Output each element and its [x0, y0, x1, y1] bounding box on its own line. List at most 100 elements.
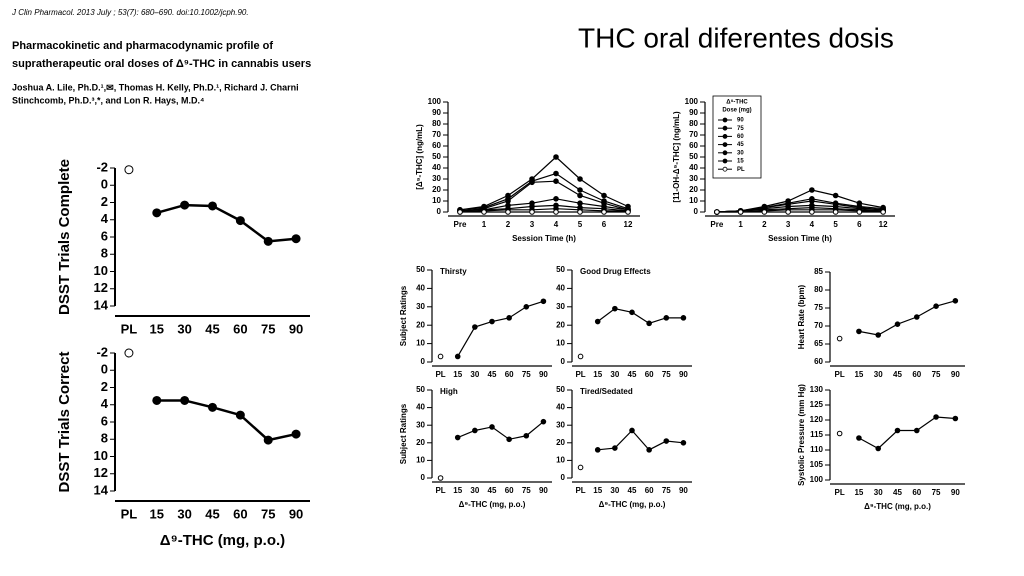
data-point [612, 445, 618, 451]
legend-label: 30 [737, 150, 744, 156]
data-line [858, 416, 956, 450]
y-tick-label: 60 [689, 141, 698, 150]
legend-box [712, 95, 762, 179]
legend-marker [722, 133, 728, 139]
panel-title: High [440, 387, 458, 396]
data-point [180, 200, 190, 210]
data-point [809, 209, 815, 215]
x-tick-label: 30 [610, 370, 619, 379]
data-point [208, 201, 217, 211]
data-point [737, 209, 744, 215]
y-tick-label: 40 [556, 284, 565, 293]
x-tick-label: 3 [530, 220, 535, 229]
data-point [933, 303, 939, 310]
data-line [156, 203, 297, 243]
data-line [459, 180, 629, 212]
y-tick-label: 0 [421, 473, 426, 482]
legend-label: 60 [737, 134, 744, 140]
x-axis-label: Δ⁹-THC (mg, p.o.) [459, 500, 526, 509]
y-axis-label: Subject Ratings [399, 285, 408, 346]
y-tick-label: 10 [556, 456, 565, 465]
y-tick-label: 50 [689, 152, 698, 161]
data-point [481, 209, 487, 215]
x-tick-label: 30 [470, 486, 479, 495]
data-point [124, 348, 134, 358]
x-tick-label: 30 [874, 370, 883, 379]
data-point [472, 324, 478, 330]
x-tick-label: 60 [645, 486, 654, 495]
y-tick-label: 50 [556, 385, 565, 394]
x-tick-label: 5 [578, 220, 583, 229]
x-tick-label: 30 [874, 488, 883, 497]
y-tick-label: 4 [101, 211, 109, 226]
data-point [836, 335, 843, 342]
data-point [809, 187, 815, 193]
x-tick-label: 90 [289, 506, 303, 521]
data-point [577, 176, 583, 182]
y-tick-label: 10 [556, 339, 565, 348]
y-tick-label: 75 [814, 303, 823, 312]
x-tick-label: 75 [932, 488, 941, 497]
data-point [875, 445, 882, 452]
legend-title: Dose (mg) [722, 108, 751, 114]
y-tick-label: 40 [416, 284, 425, 293]
y-tick-label: 60 [814, 357, 823, 366]
legend-label: 90 [737, 118, 744, 124]
y-axis-label: Systolic Pressure (mm Hg) [797, 384, 806, 486]
data-point [577, 192, 583, 199]
y-tick-label: 30 [556, 420, 565, 429]
y-tick-label: 80 [814, 285, 823, 294]
data-line [716, 206, 884, 213]
data-point [894, 321, 901, 328]
y-tick-label: 110 [810, 445, 823, 454]
y-tick-label: 120 [810, 415, 824, 424]
data-point [646, 320, 652, 327]
y-tick-label: 70 [432, 130, 441, 139]
y-axis-label: DSST Trials Complete [56, 159, 73, 315]
data-point [577, 187, 583, 193]
data-point [457, 209, 463, 215]
y-tick-label: 130 [810, 385, 824, 394]
x-tick-label: 2 [762, 220, 767, 229]
y-tick-label: 80 [432, 119, 441, 128]
data-point [437, 475, 444, 481]
data-point [506, 315, 512, 321]
y-tick-label: 85 [814, 267, 823, 276]
data-line [156, 399, 297, 442]
y-tick-label: 10 [94, 263, 108, 278]
data-point [612, 305, 618, 312]
x-tick-label: 90 [951, 370, 960, 379]
data-point [489, 318, 495, 325]
data-point [489, 424, 495, 430]
x-tick-label: 45 [628, 370, 637, 379]
legend-marker [722, 150, 728, 156]
y-tick-label: 40 [432, 163, 441, 172]
x-tick-label: 15 [854, 488, 863, 497]
x-tick-label: 15 [453, 370, 462, 379]
x-tick-label: 1 [482, 220, 487, 229]
x-tick-label: 3 [786, 220, 791, 229]
legend-marker [722, 117, 728, 123]
data-point [894, 427, 901, 434]
x-tick-label: 45 [893, 370, 902, 379]
legend-title: Δ⁹-THC [726, 100, 748, 106]
legend-label: 75 [737, 126, 744, 132]
x-tick-label: 60 [645, 370, 654, 379]
y-tick-label: 100 [428, 97, 442, 106]
y-tick-label: 14 [94, 482, 109, 497]
data-line [597, 429, 684, 451]
x-tick-label: PL [835, 488, 845, 497]
x-tick-label: PL [575, 486, 585, 495]
data-point [523, 304, 530, 310]
x-tick-label: PL [435, 370, 445, 379]
y-tick-label: 60 [432, 141, 441, 150]
x-tick-label: 45 [628, 486, 637, 495]
x-tick-label: 75 [522, 486, 531, 495]
x-tick-label: 4 [810, 220, 815, 229]
y-tick-label: 50 [416, 265, 425, 274]
data-point [875, 332, 882, 338]
x-tick-label: PL [575, 370, 585, 379]
data-point [553, 196, 559, 202]
y-tick-label: 4 [101, 396, 109, 411]
x-tick-label: 45 [893, 488, 902, 497]
